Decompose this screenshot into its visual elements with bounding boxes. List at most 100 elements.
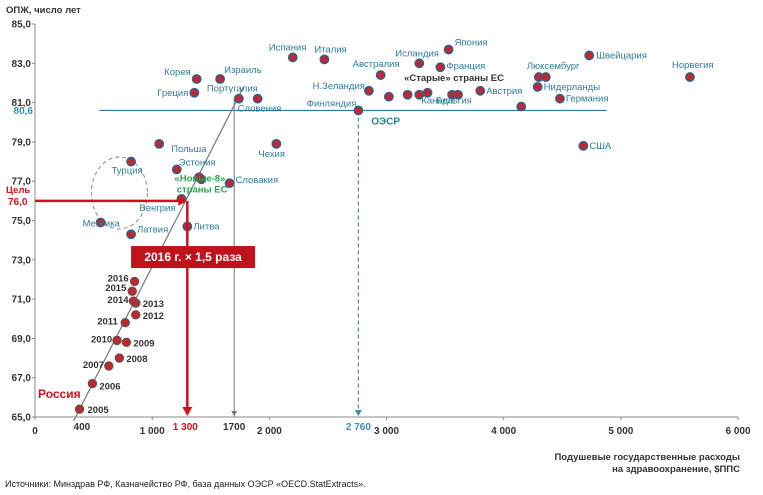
russia-point — [112, 335, 122, 346]
country-point — [319, 54, 330, 65]
country-label: Швейцария — [596, 50, 647, 61]
country-point — [224, 178, 235, 189]
annotations: «Старые» страны ЕС ОЭСР «Новые-8»страны ЕС… — [6, 73, 504, 433]
turkey-mexico-ellipse — [90, 156, 148, 230]
country-point — [402, 89, 413, 100]
country-point — [414, 89, 425, 100]
country-label: Латвия — [137, 224, 168, 235]
axes: 65,0 67,0 69,0 71,0 73,0 75,0 77,0 79,0 81,0 83,0… — [5, 5, 751, 489]
country-label: Франция — [446, 61, 485, 72]
country-label: Турция — [112, 166, 143, 177]
y-tick-label: 77,0 — [12, 177, 32, 188]
russia-point — [104, 361, 114, 371]
russia-year-label: 2006 — [99, 382, 120, 393]
country-point — [475, 85, 486, 96]
russia-year-label: 2012 — [143, 311, 164, 322]
country-point — [383, 91, 394, 102]
country-label: США — [589, 141, 612, 152]
country-label: Словения — [238, 104, 282, 115]
russia-year-label: 2007 — [83, 360, 104, 371]
country-label: Австрия — [486, 86, 522, 97]
country-label: Словакия — [235, 175, 278, 186]
goal-value-label: 76,0 — [8, 197, 28, 208]
x-tick-label: 3 000 — [374, 426, 399, 437]
country-label: Литва — [193, 221, 220, 232]
russia-point — [121, 337, 132, 348]
country-point — [287, 52, 298, 63]
country-point — [189, 87, 200, 98]
annotation-box — [131, 246, 256, 269]
country-point — [126, 156, 136, 167]
goal-arrowhead — [178, 195, 187, 206]
oecd-label: ОЭСР — [371, 116, 400, 127]
country-label: Греция — [157, 88, 188, 99]
target-arrowhead — [182, 407, 193, 416]
oecd-level-label: 80,6 — [14, 106, 34, 117]
y-tick-label: 83,0 — [12, 59, 32, 70]
russia-year-label: 2005 — [88, 405, 110, 416]
russia-year-label: 2011 — [97, 317, 118, 328]
country-label: Мексика — [83, 218, 121, 229]
russia-point — [87, 378, 98, 389]
y-tick-label: 81,0 — [12, 98, 32, 109]
y-tick-label: 75,0 — [12, 216, 32, 227]
russia-point — [120, 317, 130, 328]
russia-year-label: 2013 — [143, 299, 164, 310]
country-point — [271, 138, 282, 149]
russia-point — [131, 310, 141, 320]
russia-point — [129, 276, 140, 287]
country-point — [443, 44, 454, 55]
country-point — [364, 85, 374, 96]
country-label: Италия — [314, 44, 346, 55]
y-axis-title: ОПЖ, число лет — [6, 5, 81, 16]
x-tick-label: 2 000 — [257, 426, 282, 437]
country-point — [171, 164, 182, 175]
y-tick-label: 79,0 — [12, 137, 32, 148]
country-label: Н.Зеландия — [313, 81, 365, 92]
country-label: Япония — [455, 38, 488, 49]
country-label: Израиль — [224, 65, 262, 76]
new8-label-line-2: страны ЕС — [177, 184, 228, 195]
y-tick-label: 65,0 — [12, 413, 32, 424]
country-point — [578, 140, 589, 151]
x-tick-label: 5 000 — [608, 426, 633, 437]
country-point — [516, 101, 527, 112]
country-point — [95, 217, 106, 228]
russia-point — [114, 353, 125, 363]
x400-label: 400 — [74, 422, 91, 433]
y-tick-label: 85,0 — [12, 20, 32, 31]
target-x-label: 1 300 — [173, 422, 198, 433]
country-label: Люксембург — [527, 61, 580, 72]
x-axis-title-line-2: на здравоохранение, $ППС — [612, 464, 740, 475]
new8-arrowhead — [231, 411, 238, 416]
new8-x-label: 1700 — [223, 422, 246, 433]
oecd-arrowhead — [354, 410, 362, 416]
country-label: Нидерланды — [544, 82, 601, 93]
russia-year-label: 2016 — [108, 273, 129, 284]
country-label: Корея — [164, 67, 191, 78]
source-note: Источники: Минздрав РФ, Казначейство РФ,… — [5, 479, 366, 489]
country-point — [252, 93, 263, 104]
country-label: Исландия — [395, 48, 439, 59]
y-tick-label: 69,0 — [12, 334, 32, 345]
russia-year-label: 2008 — [126, 354, 147, 365]
country-label: Эстония — [179, 157, 216, 168]
x-tick-label: 6 000 — [725, 426, 750, 437]
country-label: Финляндия — [307, 98, 357, 109]
country-point — [685, 72, 695, 82]
old-eu-label: «Старые» страны ЕС — [404, 73, 504, 84]
country-point — [194, 172, 204, 183]
data-points — [74, 44, 695, 414]
country-label: Португалия — [207, 84, 258, 95]
country-label: Испания — [269, 42, 307, 53]
country-label: Польша — [171, 144, 207, 155]
x-tick-label: 1 000 — [140, 426, 165, 437]
x-tick-label: 0 — [32, 426, 38, 437]
country-point — [215, 74, 226, 84]
russia-year-label: 2010 — [91, 334, 112, 345]
x-tick-label: 4 000 — [491, 426, 516, 437]
y-tick-label: 71,0 — [12, 295, 32, 306]
